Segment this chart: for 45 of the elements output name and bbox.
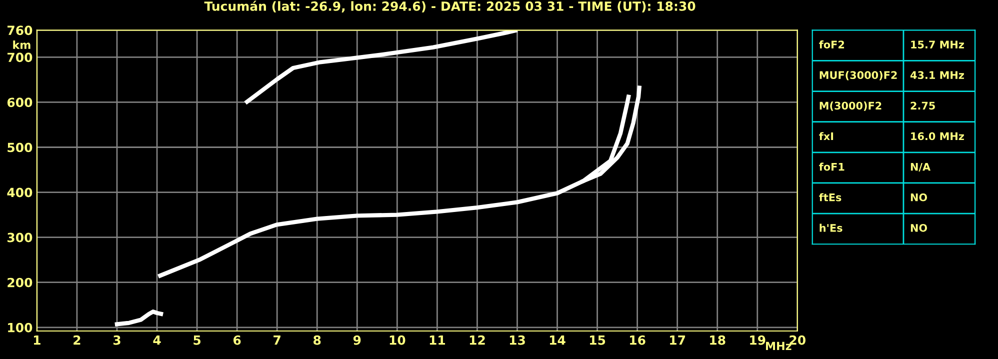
x-tick-label: 2: [74, 335, 80, 345]
y-tick-label: 500: [8, 142, 32, 152]
x-tick-label: 11: [430, 336, 446, 345]
y-tick-label: 600: [7, 98, 32, 108]
category-label: M(3000)F2: [820, 102, 882, 111]
x-tick-label: 7: [274, 336, 280, 345]
text: 43.1 MHz: [910, 71, 964, 80]
category-label: h'Es: [820, 224, 842, 232]
y-axis-title: km: [13, 40, 30, 49]
x-tick-label: 15: [590, 336, 606, 345]
text: N/A: [910, 162, 931, 172]
x-tick-label: 1: [34, 336, 40, 345]
x-tick-label: 8: [314, 335, 321, 345]
text: 2.75: [910, 102, 935, 110]
x-tick-label: 3: [113, 335, 120, 345]
x-tick-label: 5: [194, 336, 200, 345]
y-tick-label: 400: [7, 188, 32, 198]
x-tick-label: 17: [670, 336, 686, 345]
y-tick-label: 760: [8, 26, 32, 36]
x-tick-label: 9: [353, 335, 361, 345]
x-tick-label: 6: [233, 335, 241, 345]
category-label: ftEs: [819, 193, 842, 202]
x-tick-label: 16: [630, 335, 646, 345]
x-tick-label: 19: [750, 335, 766, 345]
x-tick-label: 4: [153, 336, 161, 345]
y-tick-label: 200: [8, 278, 32, 288]
y-tick-label: 100: [8, 322, 32, 332]
category-label: foF1: [819, 162, 844, 171]
x-axis-title: MHz: [766, 342, 792, 350]
text: 16.0 MHz: [911, 132, 964, 140]
category-label: foF2: [819, 40, 844, 48]
x-tick-label: 10: [390, 335, 406, 345]
text: 15.7 MHz: [911, 40, 964, 48]
x-tick-label: 14: [550, 336, 566, 345]
chart-title: Tucumán (lat: -26.9, lon: 294.6) - DATE: 2025 03 31 - TIME (UT): 18:30: [204, 0, 696, 12]
text: NO: [910, 193, 928, 202]
x-tick-label: 13: [510, 335, 525, 345]
text: NO: [910, 224, 928, 232]
y-tick-label: 300: [8, 232, 32, 242]
x-tick-label: 20: [790, 335, 806, 345]
category-label: fxI: [819, 132, 834, 140]
y-tick-label: 700: [8, 52, 32, 62]
x-tick-label: 12: [470, 335, 485, 345]
x-tick-label: 18: [710, 335, 726, 345]
category-label: MUF(3000)F2: [820, 70, 897, 80]
